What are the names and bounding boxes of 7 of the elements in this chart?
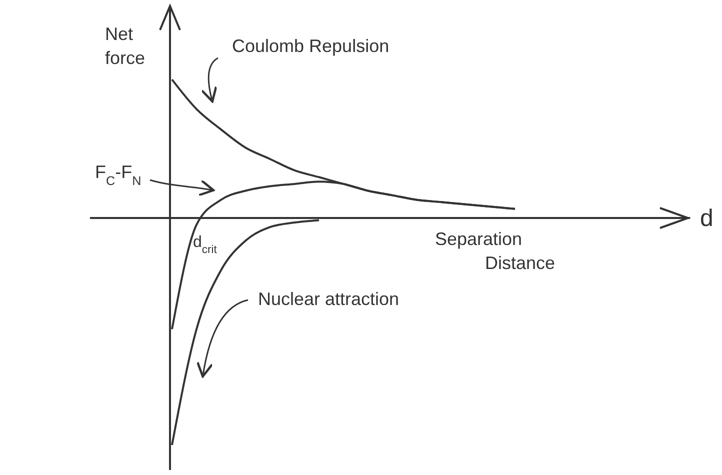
annotation: d$_{crit}$ bbox=[193, 234, 218, 256]
legend-label: F$_{C}$-F$_{N}$ bbox=[95, 162, 142, 188]
text: Nuclear attraction bbox=[258, 289, 400, 309]
text: d bbox=[700, 205, 714, 232]
y-axis-title: Net force bbox=[105, 24, 146, 68]
x-axis-title: Separation Distance bbox=[435, 229, 556, 273]
text: Coulomb Repulsion bbox=[232, 36, 390, 56]
